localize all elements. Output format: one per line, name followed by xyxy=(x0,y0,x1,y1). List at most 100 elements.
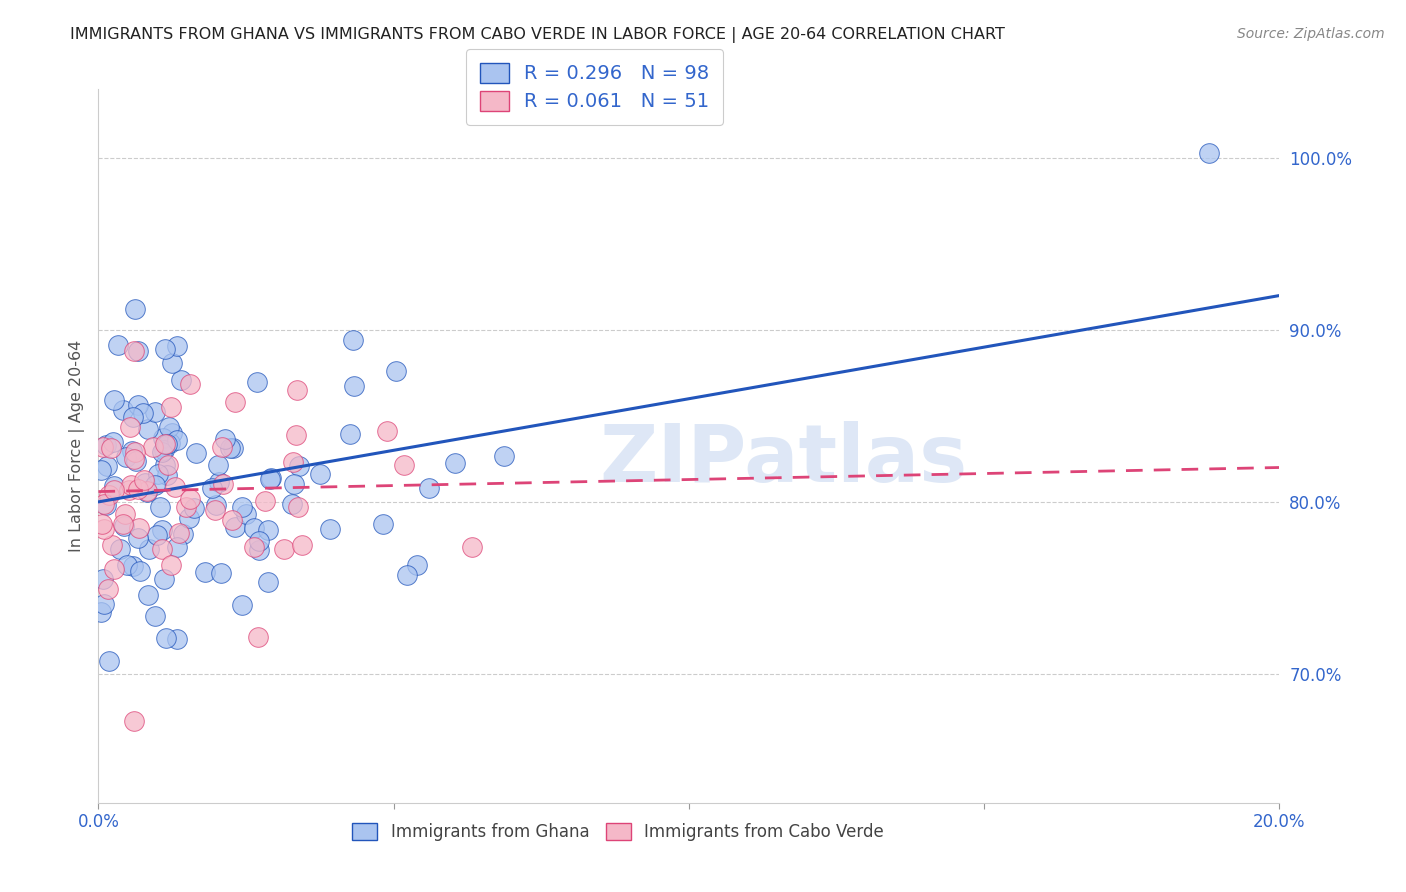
Point xyxy=(124,301,146,316)
Point xyxy=(112,516,135,531)
Point xyxy=(103,483,125,498)
Point xyxy=(169,374,191,388)
Point xyxy=(166,632,188,647)
Point xyxy=(204,503,226,517)
Point xyxy=(211,440,233,454)
Point xyxy=(152,431,174,445)
Point xyxy=(218,441,240,455)
Point xyxy=(118,483,141,497)
Point xyxy=(112,518,135,533)
Point xyxy=(90,605,112,619)
Point xyxy=(243,540,266,554)
Point xyxy=(153,572,176,586)
Point xyxy=(221,513,243,527)
Point xyxy=(165,479,187,493)
Point xyxy=(284,428,307,442)
Point xyxy=(231,598,253,612)
Point xyxy=(259,473,281,487)
Point xyxy=(129,564,152,578)
Point xyxy=(145,477,167,491)
Point xyxy=(107,338,129,352)
Point xyxy=(159,401,181,415)
Point xyxy=(160,426,183,441)
Point xyxy=(291,538,314,552)
Point xyxy=(319,522,342,536)
Point xyxy=(385,364,408,378)
Point xyxy=(211,476,233,491)
Point xyxy=(281,496,304,510)
Point xyxy=(138,541,160,556)
Point xyxy=(395,567,418,582)
Point xyxy=(122,344,145,359)
Text: Source: ZipAtlas.com: Source: ZipAtlas.com xyxy=(1237,27,1385,41)
Point xyxy=(418,481,440,495)
Point xyxy=(150,541,173,556)
Point xyxy=(97,582,120,596)
Point xyxy=(115,450,138,464)
Point xyxy=(135,484,157,499)
Point xyxy=(121,443,143,458)
Point xyxy=(142,440,165,454)
Point xyxy=(243,521,266,535)
Point xyxy=(371,516,394,531)
Point xyxy=(98,488,121,502)
Point xyxy=(93,497,115,511)
Point xyxy=(285,383,308,397)
Point xyxy=(177,511,200,525)
Point xyxy=(100,441,122,455)
Point xyxy=(103,479,125,493)
Point xyxy=(96,459,118,474)
Point xyxy=(205,498,228,512)
Point xyxy=(246,376,269,390)
Point xyxy=(115,558,138,572)
Point xyxy=(150,444,173,458)
Y-axis label: In Labor Force | Age 20-64: In Labor Force | Age 20-64 xyxy=(69,340,84,552)
Point xyxy=(224,394,246,409)
Point xyxy=(207,458,229,472)
Point xyxy=(281,455,304,469)
Point xyxy=(443,456,465,470)
Point xyxy=(125,454,148,468)
Point xyxy=(145,608,167,623)
Point xyxy=(127,531,149,545)
Point xyxy=(253,494,276,508)
Text: IMMIGRANTS FROM GHANA VS IMMIGRANTS FROM CABO VERDE IN LABOR FORCE | AGE 20-64 C: IMMIGRANTS FROM GHANA VS IMMIGRANTS FROM… xyxy=(70,27,1005,43)
Point xyxy=(247,543,270,558)
Legend: Immigrants from Ghana, Immigrants from Cabo Verde: Immigrants from Ghana, Immigrants from C… xyxy=(346,816,890,848)
Text: ZIPatlas: ZIPatlas xyxy=(599,421,967,500)
Point xyxy=(150,523,173,537)
Point xyxy=(183,500,205,515)
Point xyxy=(135,484,157,499)
Point xyxy=(127,398,149,412)
Point xyxy=(222,442,245,456)
Point xyxy=(214,432,236,446)
Point xyxy=(132,406,155,420)
Point xyxy=(114,507,136,521)
Point xyxy=(90,517,112,532)
Point xyxy=(149,500,172,515)
Point xyxy=(103,562,125,576)
Point xyxy=(122,451,145,466)
Point xyxy=(101,538,124,552)
Point xyxy=(93,523,115,537)
Point xyxy=(124,445,146,459)
Point xyxy=(96,438,118,452)
Point xyxy=(287,500,309,514)
Point xyxy=(184,445,207,459)
Point xyxy=(247,630,270,644)
Point xyxy=(152,443,174,458)
Point xyxy=(145,527,167,541)
Point xyxy=(160,558,183,572)
Point xyxy=(260,471,283,485)
Point xyxy=(208,475,231,489)
Point xyxy=(122,714,145,729)
Point xyxy=(174,500,197,514)
Point xyxy=(120,478,142,492)
Point xyxy=(134,475,156,490)
Point xyxy=(155,437,177,451)
Point xyxy=(118,420,141,434)
Point xyxy=(91,440,114,454)
Point xyxy=(247,533,270,548)
Point xyxy=(156,436,179,450)
Point xyxy=(494,449,516,463)
